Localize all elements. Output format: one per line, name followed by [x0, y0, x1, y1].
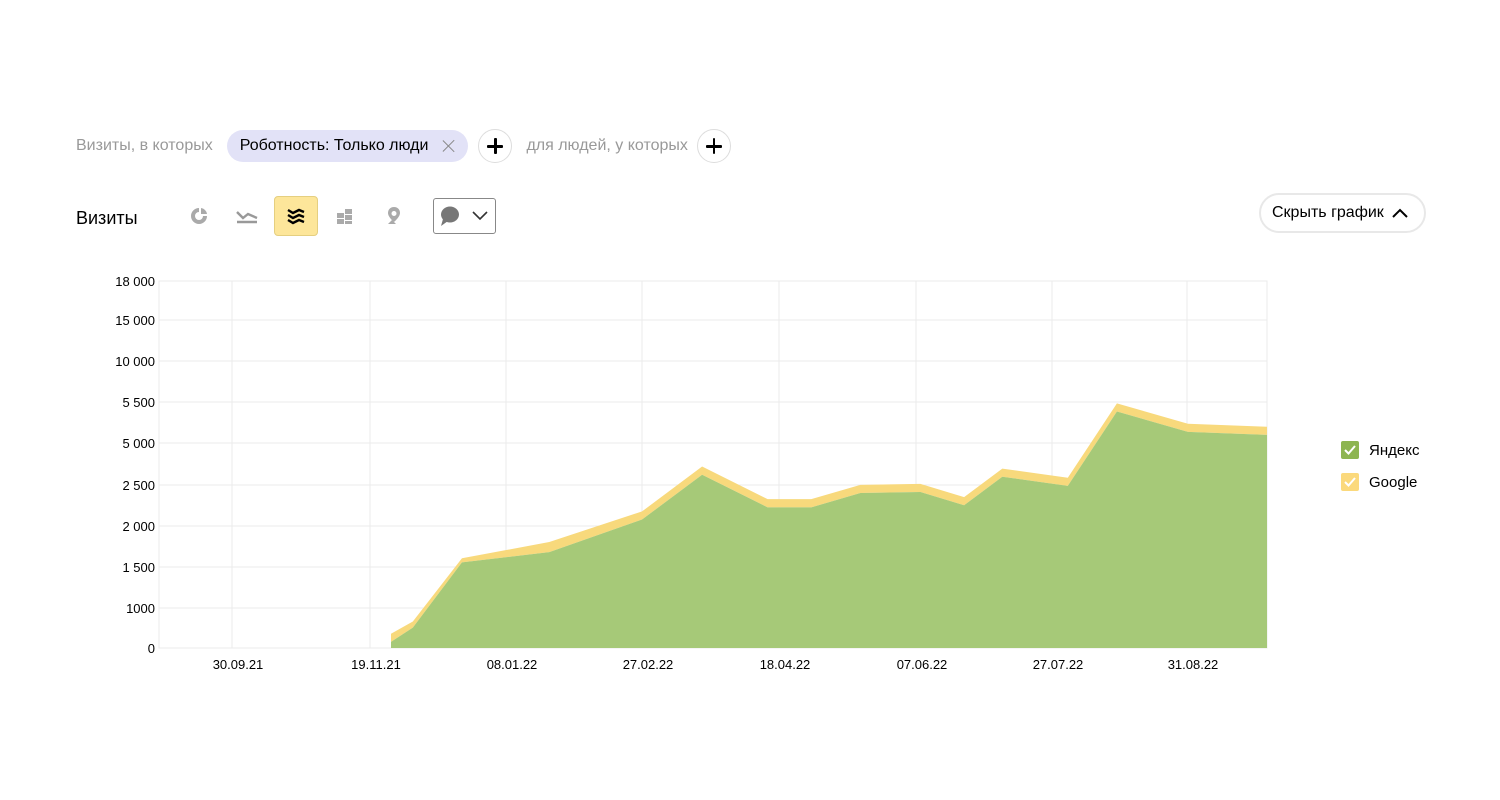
legend-label-yandex: Яндекс — [1369, 441, 1420, 459]
y-axis: 0 1000 1 500 2 000 2 500 5 000 5 500 10 000 15 0… — [115, 274, 155, 656]
add-user-condition-button[interactable] — [696, 129, 731, 163]
legend-item-yandex[interactable]: Яндекс — [1341, 434, 1419, 466]
notes-select[interactable] — [433, 198, 496, 234]
view-line-button[interactable] — [225, 196, 269, 236]
pie-chart-icon — [191, 208, 207, 224]
filter-chip-robotness[interactable]: Роботность: Только люди — [226, 130, 469, 162]
x-tick-label: 30.09.21 — [213, 657, 264, 672]
x-tick-label: 18.04.22 — [760, 657, 811, 672]
view-pie-button[interactable] — [177, 196, 221, 236]
chevron-down-icon — [472, 211, 488, 221]
y-tick-label: 2 500 — [122, 478, 155, 493]
x-axis: 30.09.21 19.11.21 08.01.22 27.02.22 18.04.22… — [213, 657, 1219, 672]
y-tick-label: 15 000 — [115, 313, 155, 328]
y-tick-label: 10 000 — [115, 354, 155, 369]
chart-metric-title: Визиты — [76, 208, 138, 228]
y-tick-label: 2 000 — [122, 519, 155, 534]
hide-chart-button[interactable]: Скрыть график — [1259, 193, 1426, 233]
hide-chart-label: Скрыть график — [1272, 204, 1384, 221]
x-tick-label: 19.11.21 — [351, 657, 401, 672]
y-tick-label: 5 500 — [122, 395, 155, 410]
line-chart-icon — [236, 211, 258, 224]
segment-filter-bar: Визиты, в которых Роботность: Только люд… — [76, 128, 731, 164]
view-map-button[interactable] — [372, 196, 416, 236]
y-tick-label: 5 000 — [122, 436, 155, 451]
filter-visits-text: Визиты, в которых — [76, 137, 213, 154]
filter-chip-label: Роботность: Только люди — [239, 137, 429, 154]
y-tick-label: 18 000 — [115, 274, 155, 289]
legend-item-google[interactable]: Google — [1341, 466, 1419, 498]
legend-label-google: Google — [1369, 473, 1418, 491]
x-tick-label: 27.02.22 — [623, 657, 674, 672]
checkbox-checked-icon[interactable] — [1341, 473, 1359, 491]
chevron-up-icon — [1392, 208, 1408, 218]
y-tick-label: 1000 — [126, 601, 155, 616]
view-stacked-area-button[interactable] — [274, 196, 318, 236]
stacked-area-icon — [287, 208, 305, 225]
add-visit-condition-button[interactable] — [478, 129, 513, 163]
x-tick-label: 31.08.22 — [1168, 657, 1219, 672]
checkbox-checked-icon[interactable] — [1341, 441, 1359, 459]
area-series-yandex — [391, 409, 1267, 648]
y-tick-label: 1 500 — [122, 560, 155, 575]
chart-legend: Яндекс Google — [1341, 434, 1419, 498]
map-pin-icon — [388, 207, 400, 224]
x-tick-label: 08.01.22 — [487, 657, 538, 672]
comment-icon — [441, 206, 459, 226]
x-tick-label: 07.06.22 — [897, 657, 948, 672]
y-tick-label: 0 — [148, 641, 155, 656]
filter-people-text: для людей, у которых — [526, 137, 688, 154]
bar-chart-icon — [337, 209, 352, 224]
view-bar-button[interactable] — [323, 196, 367, 236]
area-series-google — [391, 401, 1267, 642]
x-tick-label: 27.07.22 — [1033, 657, 1084, 672]
chart-areas — [391, 401, 1267, 648]
